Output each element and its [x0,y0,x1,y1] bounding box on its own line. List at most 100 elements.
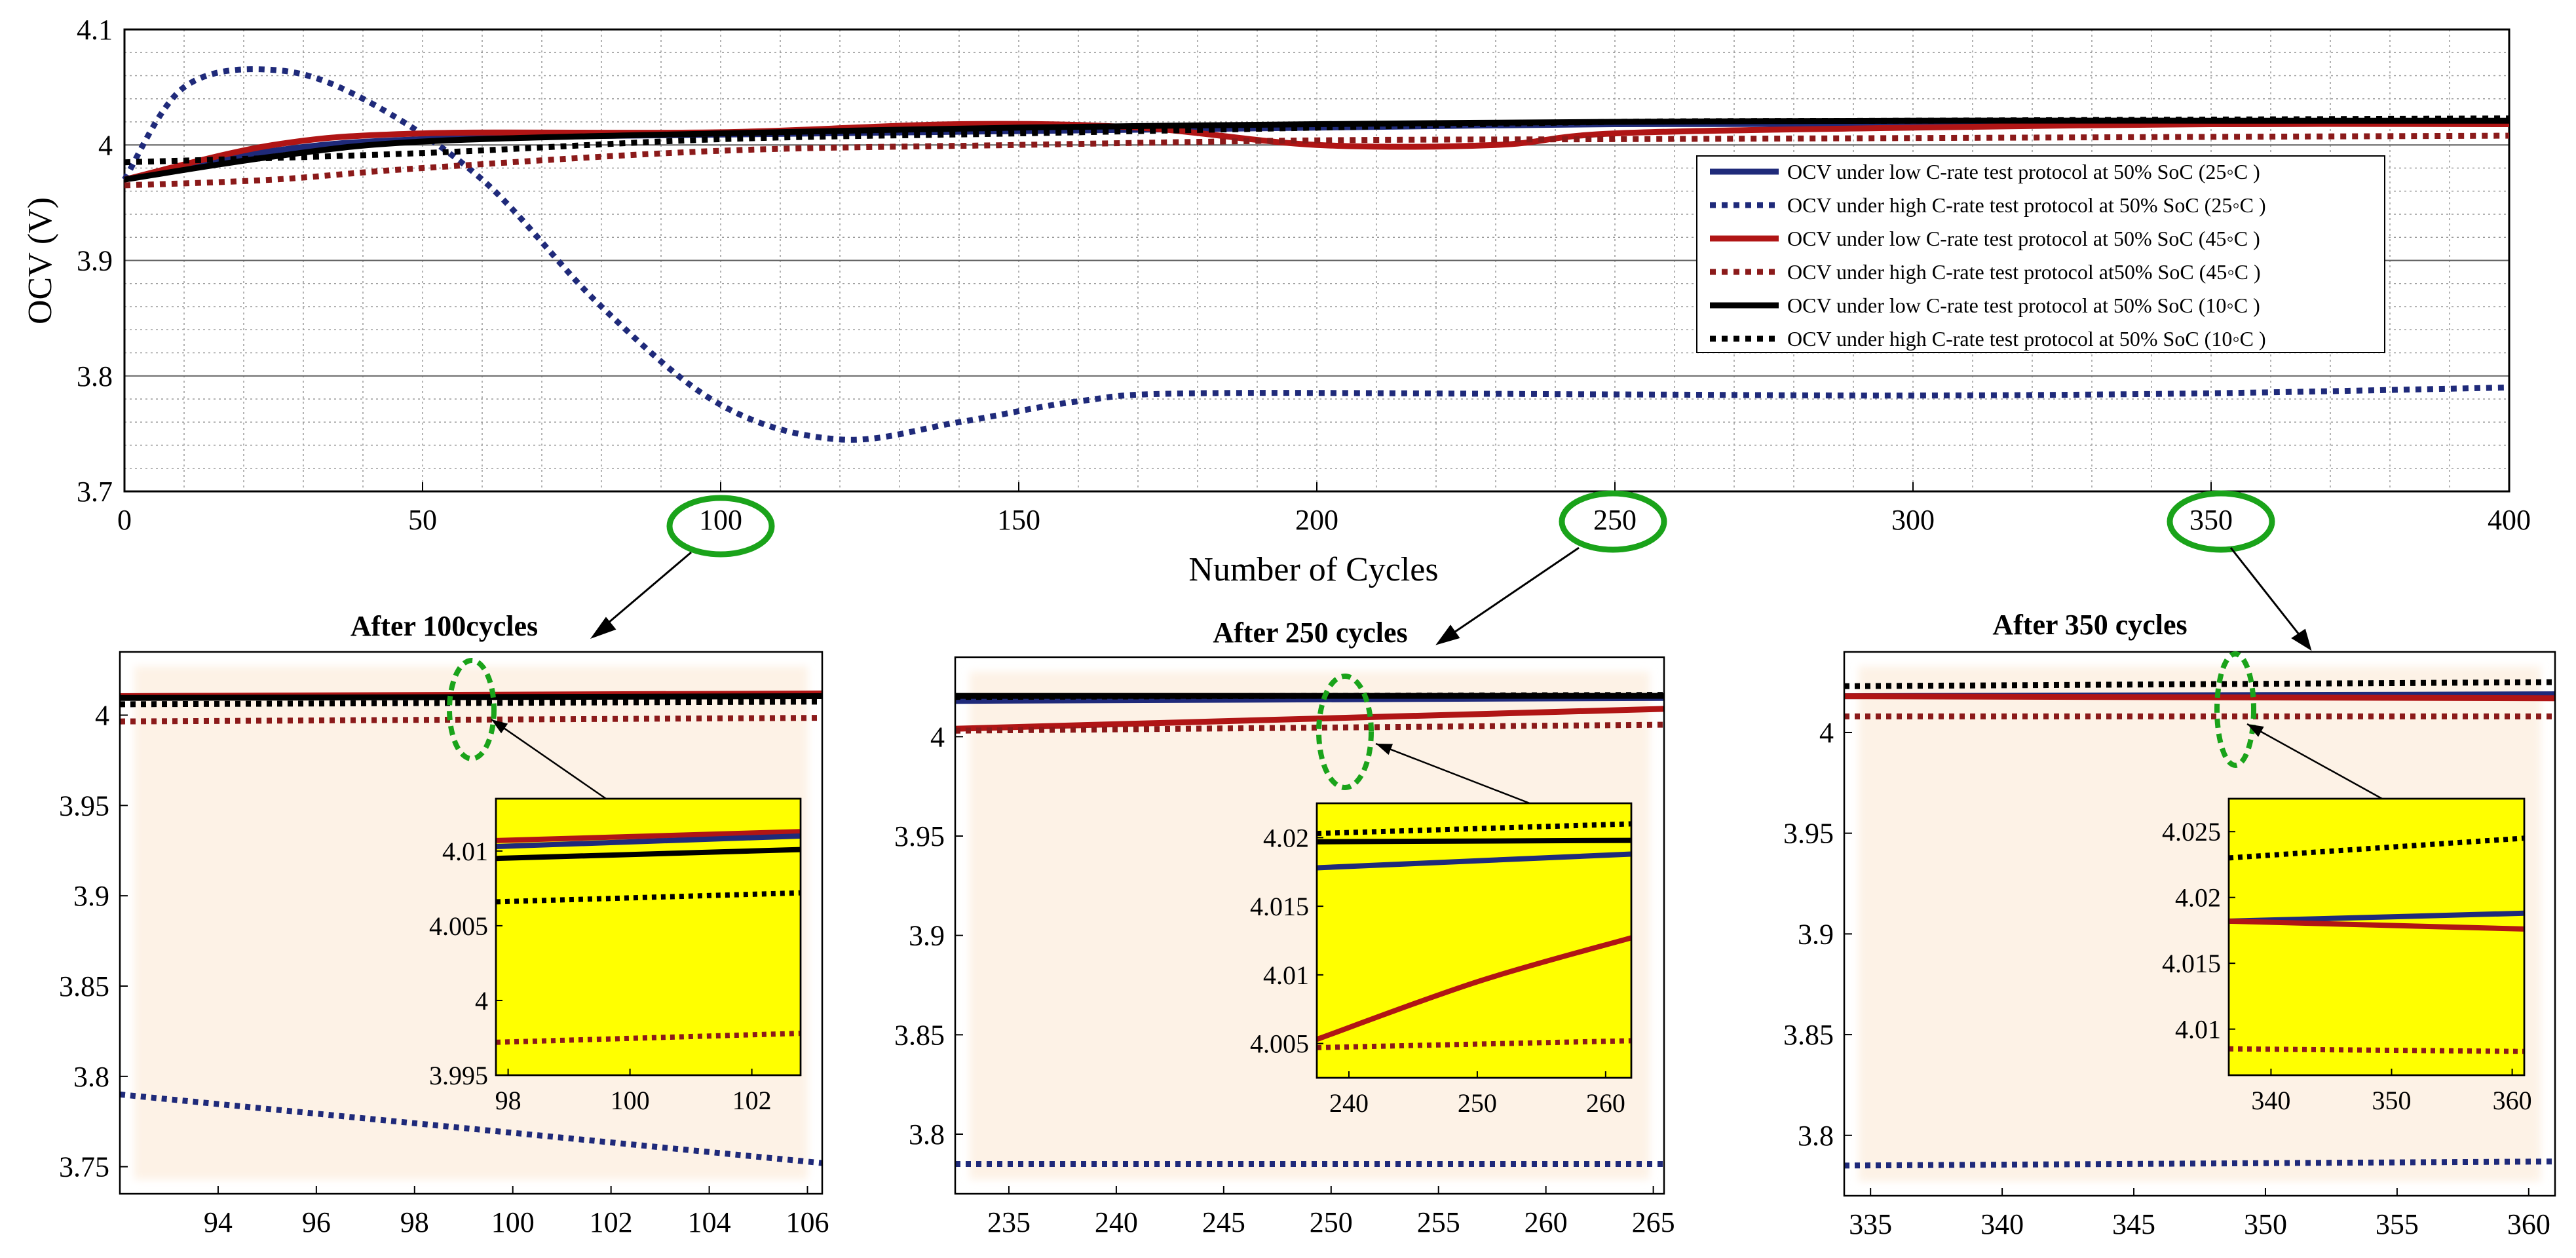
subplot-after100-y-tick-label: 3.8 [73,1061,109,1093]
subplot-after350-inset-series-red-solid [2228,918,2525,932]
subplot-after-250: After 250 cycles 235 240 245 250 255 260 265 3.… [894,617,1675,1238]
main-y-tick-label: 4.1 [77,14,113,46]
subplot-after250-x-tick-label: 235 [987,1206,1031,1238]
subplot-after250-zoom-arrow [1375,742,1530,805]
subplot-after100-x-tick-label: 104 [688,1206,731,1238]
subplot-after350-inset-area [2227,797,2526,1077]
subplot-after100-x-tick-label: 96 [302,1206,331,1238]
subplot-after250-inset-series-blue-solid [1316,851,1632,871]
subplot-after350-x-tick-label: 335 [1849,1208,1892,1240]
highlight-ellipse-100 [666,495,775,558]
subplot-after350-y-tick-label: 4 [1819,717,1834,749]
subplot-after100-y-tick-label: 3.85 [59,970,109,1002]
subplot-after-100: After 100cycles 94 96 98 100 102 104 106 3.75 3.… [59,610,829,1238]
subplot-after100-inset-x-tick-label: 100 [611,1086,650,1115]
subplot-after250-inset-series-red-dotted [1316,1038,1632,1050]
subplot-after250-zoom-ellipse [1316,674,1374,790]
arrow-to-after100 [599,551,692,632]
subplot-after250-inset-y-tick-label: 4.02 [1263,823,1309,852]
main-x-tick-label: 350 [2189,504,2233,536]
legend-entry-label: OCV under low C-rate test protocol at 50… [1787,160,2260,183]
subplot-after250-inset-area [1316,802,1633,1079]
subplot-after100-zoom-arrow-head [491,719,508,734]
subplot-after-350-title: After 350 cycles [1992,609,2187,641]
subplot-after350-zoom-arrow [2246,723,2383,800]
main-x-tick-label: 250 [1593,504,1637,536]
subplot-after350-series-black-dotted [1844,679,2556,689]
subplot-after100-y-tick-label: 3.95 [59,790,109,822]
main-series-ocv-under-high-c-rate-test-protocol-at-50-soc-10-c [124,115,2510,166]
main-ticks: 0 50 100 150 200 250 300 350 400 3.7 3.8 3.9 4 4.1 [77,14,2531,536]
subplot-after100-x-tick-label: 102 [590,1206,633,1238]
main-x-axis-label: Number of Cycles [1188,551,1438,588]
subplot-after250-inset-border [1316,802,1633,1079]
subplot-after100-inset-series-red-solid [495,829,801,843]
highlight-ellipse-250 [1559,490,1667,553]
subplot-after350-border [1843,651,2556,1197]
subplot-after250-x-tick-label: 265 [1632,1206,1675,1238]
main-series-ocv-under-high-c-rate-test-protocol-at50-soc-45-c [124,132,2510,189]
highlight-ellipse-350 [2167,490,2275,553]
subplot-after100-y-tick-label: 3.75 [59,1151,109,1183]
subplot-after250-inset-y-tick-label: 4.015 [1250,892,1309,921]
subplot-after100-zoom-arrow [491,718,607,800]
subplot-after250-series-red-dotted [955,721,1665,734]
subplot-after250-x-tick-label: 255 [1417,1206,1460,1238]
subplot-after250-inset-y-tick-label: 4.01 [1263,961,1309,990]
main-x-tick-label: 0 [117,504,132,536]
arrow-head-after100 [590,617,616,639]
subplot-after100-y-tick-label: 4 [95,699,109,731]
main-x-tick-label: 300 [1891,504,1935,536]
subplot-after250-inset-x-tick-label: 260 [1586,1088,1625,1118]
subplot-after100-inset: 98 100 102 3.995 4 4.005 4.01 [429,797,802,1115]
subplot-after100-series-black-solid [119,693,823,701]
subplot-after100-x-tick-label: 100 [491,1206,535,1238]
main-x-tick-label: 150 [997,504,1040,536]
subplot-after350-y-tick-label: 3.95 [1783,818,1834,850]
subplot-after350-inset-series-blue-solid [2228,910,2525,924]
subplot-after350-inset-y-tick-label: 4.01 [2175,1015,2221,1044]
subplot-after100-inset-series-blue-solid [495,833,801,849]
subplot-after350-inset-border [2227,797,2526,1077]
main-series-ocv-under-high-c-rate-test-protocol-at-50-soc-25-c [122,66,2510,443]
subplot-after100-inset-x-tick-label: 102 [732,1086,772,1115]
subplot-after250-y-tick-label: 3.8 [909,1118,945,1151]
subplot-after100-series-blue-dotted [119,1091,823,1166]
subplot-after350-y-tick-label: 3.8 [1798,1120,1834,1152]
subplot-after350-series [1844,679,2556,1169]
subplot-after100-x-tick-label: 98 [400,1206,429,1238]
subplot-after350-y-tick-label: 3.9 [1798,918,1834,950]
subplot-after-250-title: After 250 cycles [1213,617,1407,649]
main-x-tick-label: 200 [1295,504,1338,536]
subplot-after100-y-tick-label: 3.9 [73,880,109,912]
subplot-after100-zoom-ellipse [447,658,497,761]
subplot-after100-inset-y-tick-label: 4.01 [442,837,488,866]
main-y-tick-label: 3.9 [77,245,113,277]
subplot-after250-inset-series-black-dotted [1316,821,1632,837]
subplot-after250-x-tick-label: 250 [1310,1206,1353,1238]
arrow-to-after250 [1444,546,1580,640]
subplot-after350-inset: 340 350 360 4.01 4.015 4.02 4.025 [2162,797,2532,1115]
subplot-after350-x-tick-label: 355 [2376,1208,2419,1240]
subplot-after-100-title: After 100cycles [350,610,538,642]
subplot-after250-inset-series-black-solid [1316,837,1632,845]
subplot-after350-series-blue-dotted [1844,1158,2556,1169]
legend-box [1696,155,2385,353]
legend-entry-label: OCV under high C-rate test protocol at 5… [1787,193,2266,217]
main-legend: OCV under low C-rate test protocol at 50… [1696,155,2385,353]
subplot-after100-inset-series-black-solid [495,847,801,862]
subplot-after100-inset-border [495,797,802,1077]
main-x-tick-label: 50 [408,504,437,536]
subplot-after100-inset-x-tick-label: 98 [495,1086,521,1115]
subplot-after350-x-tick-label: 350 [2244,1208,2287,1240]
subplot-after100-x-tick-label: 106 [786,1206,829,1238]
subplot-after250-series-black-dotted [955,692,1665,700]
arrow-head-after350 [2291,628,2312,651]
subplot-after350-inset-y-tick-label: 4.015 [2162,949,2221,978]
subplot-after350-inset-series-black-dotted [2228,835,2525,861]
subplot-after250-inset: 240 250 260 4.005 4.01 4.015 4.02 [1250,802,1633,1118]
main-series [122,66,2510,443]
subplot-after100-border [119,651,824,1195]
subplot-after350-x-tick-label: 360 [2507,1208,2550,1240]
